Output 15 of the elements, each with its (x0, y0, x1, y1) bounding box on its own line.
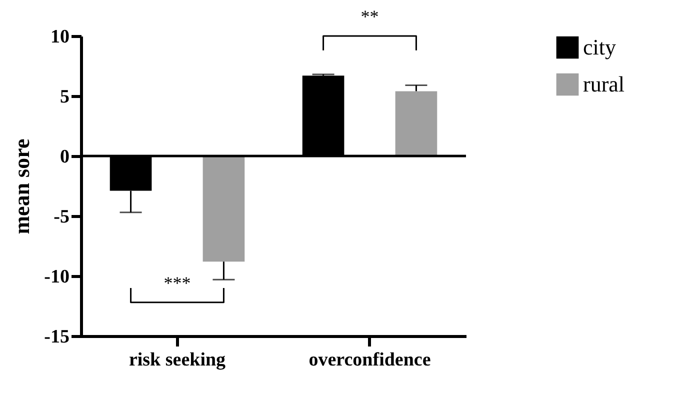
y-tick-label: 10 (50, 26, 70, 48)
x-tick-label: risk seeking (128, 350, 226, 370)
y-tick-label: -10 (44, 266, 70, 288)
bar (202, 156, 245, 262)
bar (395, 91, 438, 156)
y-axis-title: mean sore (9, 138, 34, 234)
text: ** (360, 6, 379, 26)
x-tick-label: overconfidence (308, 350, 431, 370)
annotation: *** (164, 272, 191, 293)
y-tick-label: 0 (60, 146, 70, 168)
legend-label: city (583, 34, 616, 60)
y-tick-label: -15 (44, 326, 70, 348)
y-tick-label: 5 (60, 86, 70, 108)
legend-label: rural (583, 72, 625, 96)
y-tick-label: -5 (54, 206, 70, 228)
